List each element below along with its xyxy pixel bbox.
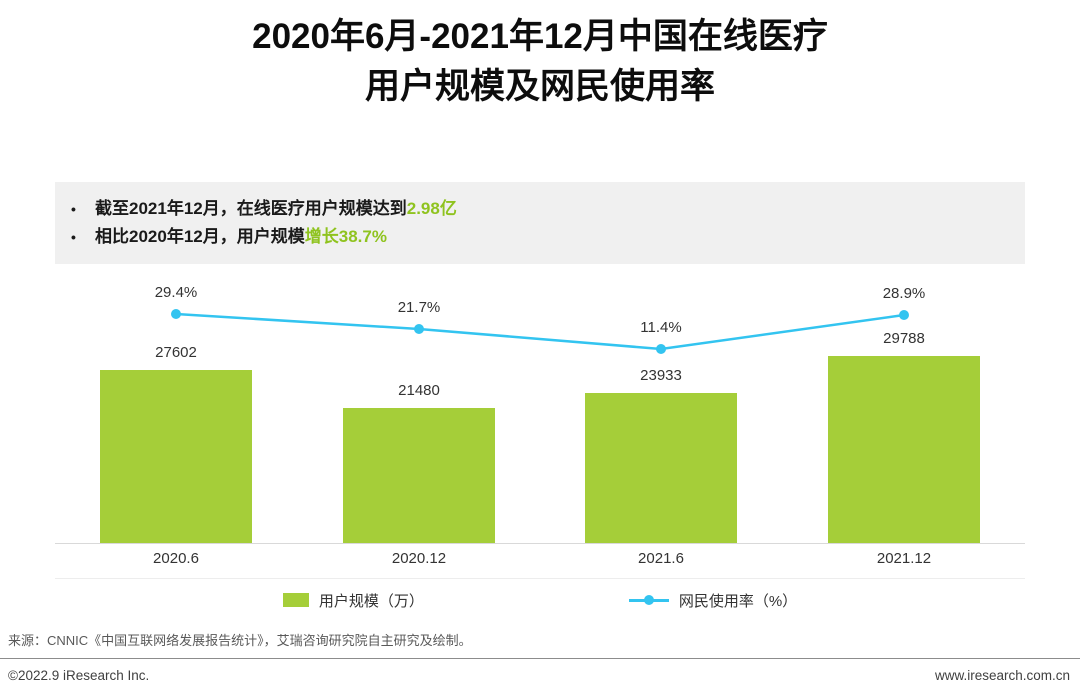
- separator-line: [55, 578, 1025, 579]
- key-finding-text-highlight: 增长38.7%: [304, 227, 387, 246]
- page-title-line1: 2020年6月-2021年12月中国在线医疗: [252, 17, 828, 56]
- bullet-icon: •: [71, 229, 76, 245]
- source-note: 来源：CNNIC《中国互联网络发展报告统计》，艾瑞咨询研究院自主研究及绘制。: [8, 633, 472, 648]
- x-axis-label: 2020.12: [391, 550, 447, 567]
- page-title-line2: 用户规模及网民使用率: [364, 67, 715, 106]
- line-point-icon: [171, 309, 181, 319]
- legend-label-usage-rate: 网民使用率（%）: [678, 592, 798, 610]
- page-title: 2020年6月-2021年12月中国在线医疗 用户规模及网民使用率: [0, 0, 1080, 112]
- rate-value-label: 11.4%: [640, 319, 682, 336]
- key-finding-item: • 截至2021年12月，在线医疗用户规模达到2.98亿: [71, 195, 1005, 223]
- legend-item-usage-rate: 网民使用率（%）: [628, 590, 798, 611]
- line-point-icon: [656, 344, 666, 354]
- bar: [585, 393, 737, 543]
- rate-value-label: 29.4%: [154, 284, 198, 301]
- bar: [343, 408, 495, 543]
- key-finding-text-normal: 相比2020年12月，用户规模: [95, 227, 305, 246]
- line-dot-icon: [643, 595, 654, 605]
- x-axis-label: 2020.6: [153, 550, 199, 567]
- legend-item-users: 用户规模（万）: [282, 590, 424, 611]
- combo-chart: 27602 21480 23933 29788 29.4% 21.7% 11.4% 28.9%…: [55, 268, 1025, 580]
- footer-copyright: ©2022.9 iResearch Inc.: [8, 668, 150, 683]
- bar: [828, 356, 980, 543]
- rate-value-label: 21.7%: [397, 299, 441, 316]
- x-axis-label: 2021.6: [638, 550, 684, 567]
- usage-rate-line: [171, 309, 909, 354]
- key-finding-text-highlight: 2.98亿: [406, 199, 457, 218]
- bar-swatch-icon: [282, 593, 309, 607]
- bar-value-label: 23933: [640, 367, 682, 384]
- key-findings-box: • 截至2021年12月，在线医疗用户规模达到2.98亿 • 相比2020年12…: [55, 182, 1025, 264]
- line-swatch-icon: [628, 595, 669, 605]
- bar-value-label: 21480: [398, 382, 440, 399]
- footer-url: www.iresearch.com.cn: [934, 668, 1070, 683]
- legend-label-users: 用户规模（万）: [318, 592, 424, 610]
- key-finding-text: 相比2020年12月，用户规模增长38.7%: [95, 223, 387, 251]
- rate-value-label: 28.9%: [882, 285, 926, 302]
- bullet-icon: •: [71, 201, 76, 217]
- key-finding-text-normal: 截至2021年12月，在线医疗用户规模达到: [95, 199, 407, 218]
- chart-legend: 用户规模（万） 网民使用率（%）: [0, 588, 1080, 612]
- key-finding-text: 截至2021年12月，在线医疗用户规模达到2.98亿: [95, 195, 457, 223]
- line-point-icon: [899, 310, 909, 320]
- key-finding-item: • 相比2020年12月，用户规模增长38.7%: [71, 223, 1005, 251]
- x-axis-line: [55, 543, 1025, 544]
- footer: ©2022.9 iResearch Inc. www.iresearch.com…: [0, 658, 1080, 692]
- bar-value-label: 29788: [883, 330, 925, 347]
- bar-value-label: 27602: [155, 344, 197, 361]
- x-axis-label: 2021.12: [876, 550, 932, 567]
- line-point-icon: [414, 324, 424, 334]
- bar: [100, 370, 252, 543]
